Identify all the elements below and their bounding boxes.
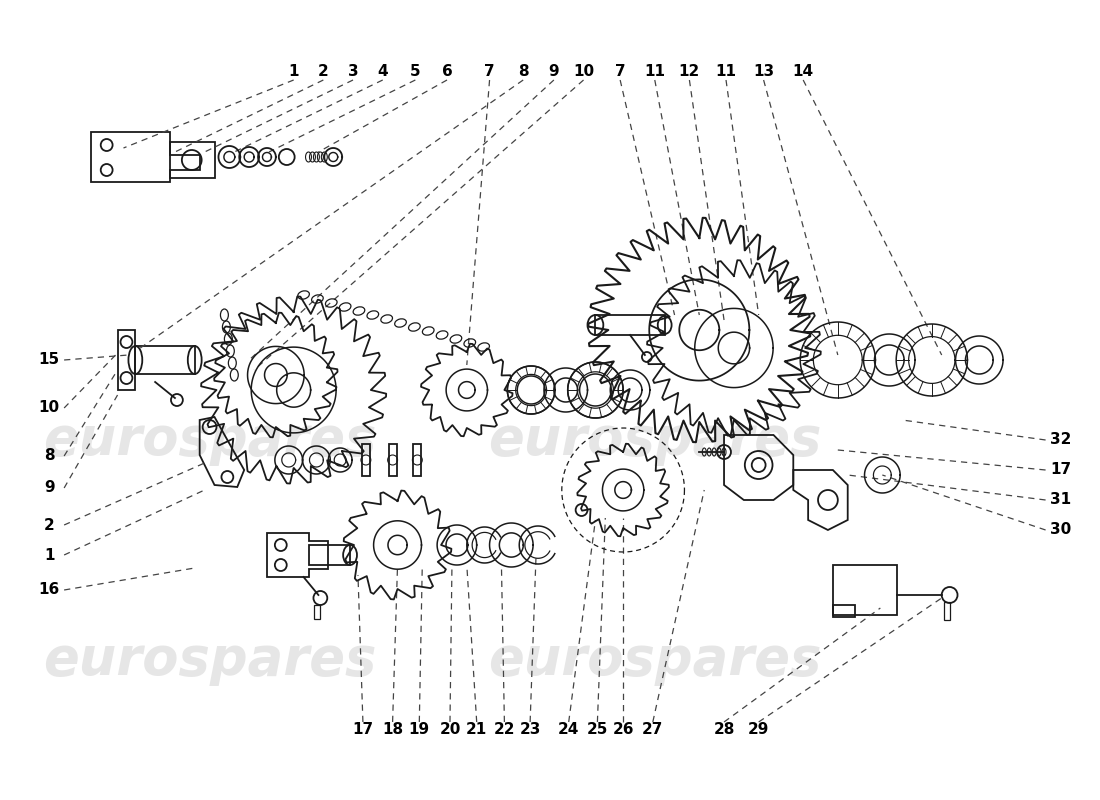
Text: 12: 12 — [679, 65, 700, 79]
Bar — [833, 565, 898, 615]
Bar — [170, 142, 214, 178]
Text: 23: 23 — [519, 722, 541, 738]
Text: 24: 24 — [558, 722, 580, 738]
Text: eurospares: eurospares — [43, 634, 376, 686]
Text: 26: 26 — [613, 722, 634, 738]
Text: 9: 9 — [44, 481, 55, 495]
Text: 22: 22 — [494, 722, 515, 738]
Bar — [135, 346, 195, 374]
Text: 11: 11 — [645, 65, 665, 79]
Text: 20: 20 — [439, 722, 461, 738]
Bar — [118, 330, 135, 390]
Bar — [944, 602, 949, 620]
Text: eurospares: eurospares — [488, 634, 822, 686]
Text: 29: 29 — [748, 722, 769, 738]
Bar — [362, 444, 370, 476]
Bar — [414, 444, 421, 476]
Text: 15: 15 — [39, 353, 59, 367]
Text: 19: 19 — [409, 722, 430, 738]
Text: eurospares: eurospares — [43, 414, 376, 466]
Text: 10: 10 — [39, 401, 59, 415]
Text: 7: 7 — [615, 65, 626, 79]
Text: 17: 17 — [352, 722, 374, 738]
Text: 3: 3 — [348, 65, 359, 79]
Text: 2: 2 — [44, 518, 55, 533]
Text: 31: 31 — [1049, 493, 1071, 507]
Text: 10: 10 — [573, 65, 594, 79]
Text: 30: 30 — [1049, 522, 1071, 538]
Text: 18: 18 — [382, 722, 404, 738]
Bar — [388, 444, 397, 476]
Text: 21: 21 — [466, 722, 487, 738]
Text: 5: 5 — [410, 65, 420, 79]
Text: eurospares: eurospares — [488, 414, 822, 466]
Text: 11: 11 — [715, 65, 737, 79]
Text: 9: 9 — [549, 65, 559, 79]
Text: 13: 13 — [754, 65, 774, 79]
Text: 14: 14 — [793, 65, 814, 79]
Bar — [833, 605, 855, 617]
Text: 32: 32 — [1049, 433, 1071, 447]
Text: 28: 28 — [713, 722, 735, 738]
Text: 16: 16 — [39, 582, 59, 598]
Text: 8: 8 — [44, 449, 55, 463]
Text: 7: 7 — [484, 65, 495, 79]
Text: 25: 25 — [586, 722, 608, 738]
Bar — [595, 315, 664, 335]
Bar — [308, 545, 350, 565]
Text: 1: 1 — [288, 65, 299, 79]
Text: 6: 6 — [441, 65, 452, 79]
Bar — [315, 605, 320, 619]
Text: 8: 8 — [518, 65, 528, 79]
Text: 2: 2 — [318, 65, 329, 79]
Text: 27: 27 — [642, 722, 663, 738]
Text: 17: 17 — [1049, 462, 1071, 478]
Text: 1: 1 — [44, 547, 55, 562]
Text: 4: 4 — [377, 65, 388, 79]
